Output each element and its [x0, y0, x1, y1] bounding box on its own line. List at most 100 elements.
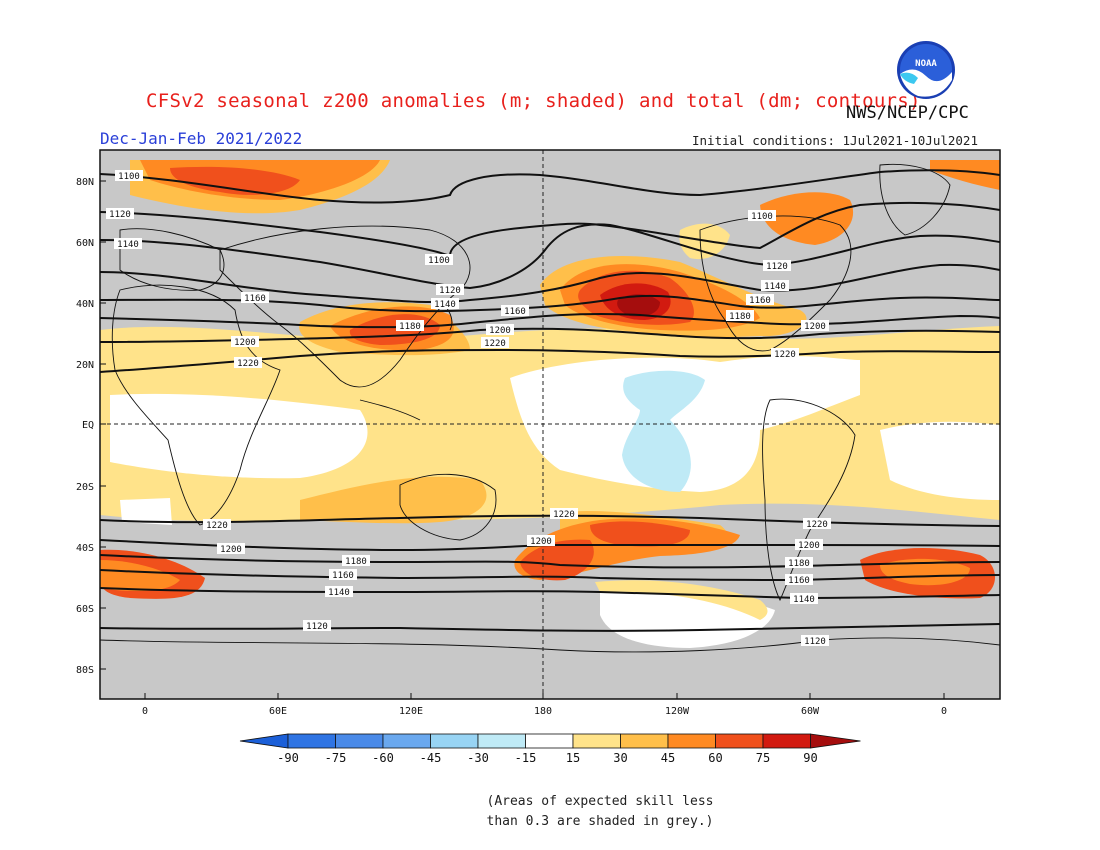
initial-conditions-label: Initial conditions: 1Jul2021-10Jul2021 [692, 133, 978, 148]
contour-label: 1160 [746, 294, 774, 306]
lat-label: 20S [76, 482, 94, 493]
svg-text:1160: 1160 [749, 296, 771, 306]
contour-label: 1120 [106, 208, 134, 220]
svg-text:1140: 1140 [764, 282, 786, 292]
svg-text:1180: 1180 [788, 559, 810, 569]
svg-text:1200: 1200 [804, 322, 826, 332]
colorbar-label: -45 [420, 751, 442, 765]
lat-label: 20N [76, 360, 94, 371]
contour-label: 1140 [790, 593, 818, 605]
agency-label: NWS/NCEP/CPC [846, 103, 969, 123]
season-label: Dec-Jan-Feb 2021/2022 [100, 129, 303, 148]
contour-label: 1200 [801, 320, 829, 332]
contour-label: 1200 [231, 336, 259, 348]
colorbar-box [762, 733, 811, 749]
colorbar-box [667, 733, 716, 749]
colorbar-label: -15 [515, 751, 537, 765]
svg-text:1100: 1100 [751, 212, 773, 222]
lat-label: 80S [76, 665, 94, 676]
colorbar-arrow-right [810, 733, 861, 749]
contour-label: 1180 [726, 310, 754, 322]
contour-label: 1140 [431, 298, 459, 310]
skill-note: (Areas of expected skill less than 0.3 a… [470, 792, 730, 832]
svg-text:1180: 1180 [729, 312, 751, 322]
longitude-axis: 0 60E 120E 180 120W 60W 0 [142, 693, 947, 717]
svg-text:1140: 1140 [793, 595, 815, 605]
contour-label: 1100 [115, 170, 143, 182]
svg-text:1200: 1200 [220, 545, 242, 555]
colorbar-label: -30 [467, 751, 489, 765]
noaa-logo-text: NOAA [915, 59, 937, 69]
colorbar-label: 45 [661, 751, 675, 765]
contour-label: 1120 [801, 635, 829, 647]
contour-label: 1180 [785, 557, 813, 569]
colorbar-box [525, 733, 574, 749]
contour-label: 1200 [486, 324, 514, 336]
colorbar-label: -90 [277, 751, 299, 765]
contour-label: 1220 [234, 357, 262, 369]
colorbar-box [477, 733, 526, 749]
contour-label: 1220 [803, 518, 831, 530]
svg-text:1220: 1220 [484, 339, 506, 349]
contour-label: 1160 [329, 569, 357, 581]
svg-text:1160: 1160 [244, 294, 266, 304]
contour-label: 1120 [303, 620, 331, 632]
colorbar-box [620, 733, 669, 749]
colorbar-label: 15 [566, 751, 580, 765]
lon-label: 60W [801, 706, 820, 717]
lat-label: 40N [76, 299, 94, 310]
svg-text:1220: 1220 [206, 521, 228, 531]
colorbar-box [335, 733, 384, 749]
svg-text:1120: 1120 [804, 637, 826, 647]
colorbar-box [715, 733, 764, 749]
svg-text:1200: 1200 [234, 338, 256, 348]
contour-label: 1140 [761, 280, 789, 292]
noaa-logo: NOAA [897, 41, 955, 99]
coastlines [100, 163, 1000, 653]
map-title: CFSv2 seasonal z200 anomalies (m; shaded… [146, 90, 921, 112]
colorbar-label: 90 [803, 751, 817, 765]
svg-text:1100: 1100 [118, 172, 140, 182]
contour-label: 1140 [114, 238, 142, 250]
svg-text:1220: 1220 [806, 520, 828, 530]
svg-text:1220: 1220 [553, 510, 575, 520]
colorbar-label: 60 [708, 751, 722, 765]
lat-label: 80N [76, 177, 94, 188]
contour-label: 1220 [481, 337, 509, 349]
contour-label: 1180 [396, 320, 424, 332]
colorbar-arrow-left [239, 733, 289, 749]
lon-label: 60E [269, 706, 287, 717]
lon-label: 0 [941, 706, 947, 717]
colorbar-label: 30 [613, 751, 627, 765]
contour-label: 1140 [325, 586, 353, 598]
contour-label: 1220 [550, 508, 578, 520]
svg-text:1160: 1160 [332, 571, 354, 581]
svg-text:1180: 1180 [399, 322, 421, 332]
contour-label: 1160 [785, 574, 813, 586]
svg-text:1120: 1120 [439, 286, 461, 296]
svg-text:1200: 1200 [530, 537, 552, 547]
svg-text:1140: 1140 [434, 300, 456, 310]
svg-text:1220: 1220 [774, 350, 796, 360]
colorbar-box [572, 733, 621, 749]
contour-value-labels: 1100 1100 1100 1120 1120 1120 1140 1140 … [106, 170, 831, 647]
contour-label: 1100 [748, 210, 776, 222]
contour-label: 1160 [241, 292, 269, 304]
svg-text:1220: 1220 [237, 359, 259, 369]
latitude-axis: 80N 60N 40N 20N EQ 20S 40S 60S 80S [76, 177, 106, 676]
colorbar: -90 -75 -60 -45 -30 -15 15 30 45 60 75 90 [239, 733, 861, 765]
lon-label: 180 [534, 706, 552, 717]
contour-label: 1120 [763, 260, 791, 272]
svg-text:1160: 1160 [788, 576, 810, 586]
contour-label: 1200 [217, 543, 245, 555]
svg-text:1100: 1100 [428, 256, 450, 266]
contour-label: 1120 [436, 284, 464, 296]
colorbar-box [287, 733, 336, 749]
contour-label: 1200 [527, 535, 555, 547]
colorbar-label: -75 [325, 751, 347, 765]
lat-label: 40S [76, 543, 94, 554]
lat-label: 60N [76, 238, 94, 249]
lat-label: EQ [82, 420, 94, 431]
svg-text:1120: 1120 [766, 262, 788, 272]
